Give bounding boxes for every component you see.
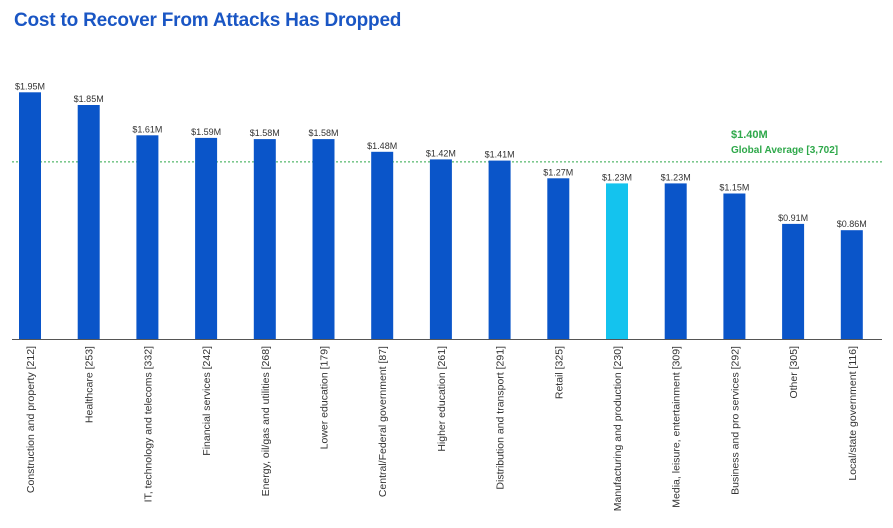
bar-value-label: $1.61M xyxy=(132,124,162,134)
category-tick-label: Media, leisure, entertainment [309] xyxy=(671,346,683,508)
bar-value-label: $1.27M xyxy=(543,167,573,177)
bar xyxy=(429,159,452,339)
bar xyxy=(195,137,218,339)
category-tick-label: Business and pro services [292] xyxy=(729,346,741,495)
bar xyxy=(606,183,628,339)
bar-value-label: $1.23M xyxy=(602,172,632,182)
bar xyxy=(136,135,159,339)
category-tick-label: IT, technology and telecoms [332] xyxy=(142,346,154,503)
category-tick-label: Local/state government [116] xyxy=(847,346,859,481)
average-value-label: $1.40M xyxy=(731,129,768,141)
bar xyxy=(840,230,863,339)
bar xyxy=(547,178,570,339)
bar-value-label: $1.41M xyxy=(485,150,515,160)
bar-value-label: $0.91M xyxy=(778,213,808,223)
category-tick-label: Lower education [179] xyxy=(319,346,331,449)
category-tick-label: Healthcare [253] xyxy=(84,346,96,423)
bar xyxy=(253,139,276,339)
bar-value-label: $1.23M xyxy=(661,172,691,182)
bar-value-label: $1.48M xyxy=(367,141,397,151)
category-tick-label: Distribution and transport [291] xyxy=(495,346,507,490)
bar-value-label: $1.58M xyxy=(250,128,280,138)
bar-value-label: $1.15M xyxy=(719,183,749,193)
category-tick-label: Other [305] xyxy=(788,346,800,399)
chart-title: Cost to Recover From Attacks Has Dropped xyxy=(14,10,402,31)
bar-value-label: $1.85M xyxy=(74,94,104,104)
bar xyxy=(488,160,511,339)
bar xyxy=(723,193,746,339)
bar xyxy=(371,151,394,339)
category-tick-label: Financial services [242] xyxy=(201,346,213,456)
category-tick-label: Central/Federal government [87] xyxy=(377,346,389,497)
category-tick-label: Energy, oil/gas and utilities [268] xyxy=(260,346,272,496)
bar-value-label: $1.59M xyxy=(191,127,221,137)
bar-value-label: $1.42M xyxy=(426,148,456,158)
category-tick-label: Retail [325] xyxy=(553,346,565,399)
bar-value-label: $1.58M xyxy=(308,128,338,138)
bar xyxy=(19,92,41,339)
category-tick-label: Higher education [261] xyxy=(436,346,448,452)
bar-value-label: $1.95M xyxy=(15,81,45,91)
bar-value-label: $0.86M xyxy=(837,219,867,229)
average-label: Global Average [3,702] xyxy=(731,145,838,156)
category-tick-label: Construction and property [212] xyxy=(25,346,37,493)
bar xyxy=(782,223,805,339)
bar xyxy=(664,183,687,339)
category-tick-label: Manufacturing and production [230] xyxy=(612,346,624,511)
bar xyxy=(77,105,100,339)
bar xyxy=(312,139,335,339)
